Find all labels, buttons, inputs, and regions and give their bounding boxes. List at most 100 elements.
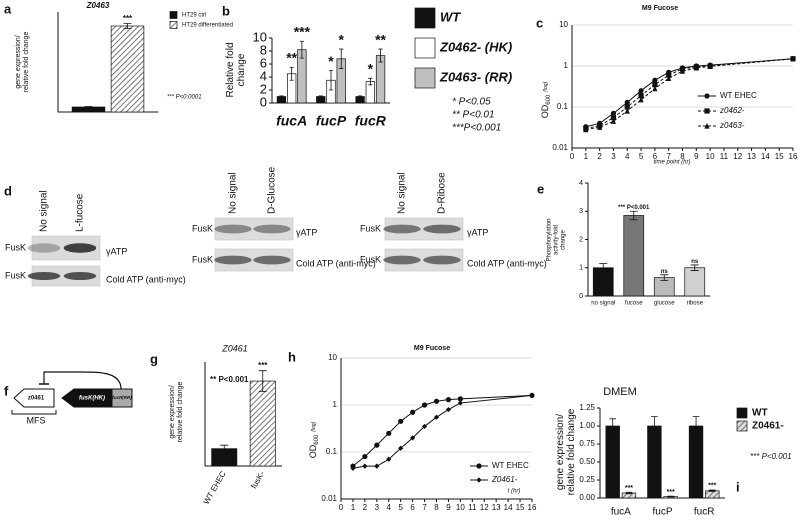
x-tick-label: fucP [652,507,672,518]
legend-label: WT EHEC [720,91,757,100]
marker [638,96,644,103]
marker [445,397,452,403]
error-bar [258,370,267,392]
y-tick-label: 1 [579,265,583,272]
line [352,394,533,467]
y-tick-label: 4 [260,68,267,83]
x-tick-label: 3 [611,152,616,161]
y-tick-label: 0.25 [579,475,595,484]
y-tick-label: 1 [564,61,569,70]
x-tick-label: 7 [666,152,671,161]
y-tick-label: 10 [253,29,267,44]
row-label: FusK [192,254,213,264]
y-tick-label: 3 [579,208,583,215]
marker [445,406,452,413]
x-tick-label: 9 [694,152,699,161]
legend-label: Z0461- [752,421,784,432]
bracket [11,410,57,415]
gene-box [111,388,133,408]
y-axis-label: Phosphorylation [547,218,553,261]
error-bar [123,23,132,29]
annotation: ** [375,31,386,47]
bar [647,425,662,499]
x-tick-label: 16 [528,503,537,512]
error-bar [299,40,304,59]
x-tick-label: 2 [363,503,368,512]
legend-label: WT [440,9,461,24]
y-axis-label: relative fold change [566,408,577,495]
y-tick-label: 0.1 [557,102,569,111]
regulation-arrow [43,371,122,390]
legend-label: WT [752,408,768,419]
x-tick-label: 0 [339,503,344,512]
blot-band [27,243,61,253]
error-bar [339,48,344,69]
marker [398,418,404,424]
x-tick-label: 4 [387,503,392,512]
annotation: ns [691,259,699,265]
error-bar [625,491,633,495]
blot-band [383,255,421,265]
x-axis-label: time point (hr) [653,160,690,166]
annotation: * [339,31,345,47]
note: ** P<0.001 [210,375,249,384]
legend-label: z0463- [719,121,745,130]
line [352,394,533,469]
error-bar [651,416,658,436]
y-axis-label: gene expression/ [15,35,22,88]
chart-title: M9 Fucose [642,5,678,12]
blot-strip [214,217,294,241]
note: *** P<0.001 [750,452,792,461]
y-tick-label: 0.50 [579,457,595,466]
y-axis-label: activity-fold [554,225,560,255]
blot-band [27,272,61,280]
marker [610,110,617,116]
legend-label: HT29 differentiated [182,23,233,29]
y-tick-label: 1.25 [579,403,595,412]
legend-swatch [414,7,436,29]
y-tick-label: 6 [260,55,267,70]
y-label-sub: 600 [546,94,552,105]
marker [374,463,380,469]
marker [374,442,380,448]
lane-label: No signal [228,172,239,214]
annotation: * [368,61,374,77]
marker [476,463,482,469]
annotation: * [328,53,334,69]
marker [704,93,710,99]
y-label-note: (log) [543,81,549,91]
x-tick-label: 10 [456,503,465,512]
gene-label: fusR(RR) [112,395,132,400]
error-bar [279,95,284,98]
y-axis-label: relative fold change [23,32,30,93]
marker [652,85,658,92]
annotation: ns [661,269,669,275]
row-label: γATP [467,227,488,237]
x-tick-label: 15 [516,503,525,512]
error-bar [667,495,674,498]
x-tick-label: fucose [625,301,643,307]
panel-letter: d [4,183,12,198]
bar [605,425,620,499]
y-label-note: (log) [311,421,317,431]
panel-letter: g [150,351,158,366]
annotation: ** [286,50,297,66]
note: * P<0.05 [452,97,491,108]
row-label: FusK [360,254,381,264]
marker [350,465,356,471]
panel-letter: i [736,479,740,494]
y-axis-label: change [236,53,247,86]
blot-band [253,255,291,265]
marker [790,55,796,62]
error-bar [692,416,700,436]
y-tick-label: 10 [328,353,337,362]
legend-swatch [169,21,178,29]
x-tick-label: 5 [398,503,403,512]
bar [688,425,704,499]
error-bar [84,106,93,108]
lane-label: No signal [39,190,50,232]
y-tick-label: 0.01 [321,494,337,503]
line [585,58,794,131]
error-bar [318,95,323,98]
x-tick-label: 7 [422,503,427,512]
